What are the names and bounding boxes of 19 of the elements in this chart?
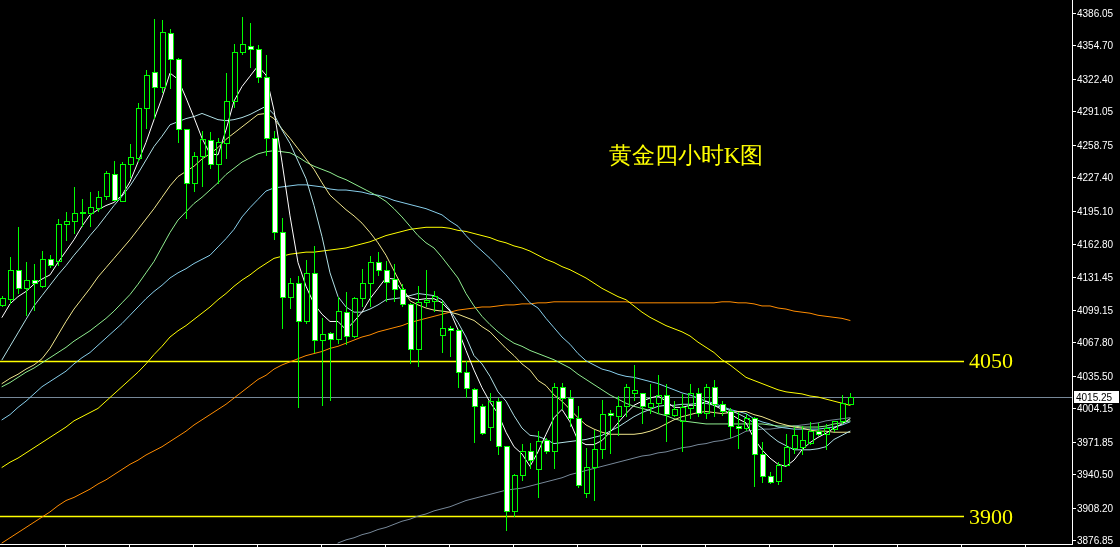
y-tick-label: 3940.50 bbox=[1077, 469, 1114, 480]
y-tick-label: 4067.80 bbox=[1077, 337, 1114, 348]
y-tick-label: 4291.05 bbox=[1077, 106, 1114, 117]
y-tick-label: 4035.50 bbox=[1077, 371, 1114, 382]
y-tick-label: 4354.70 bbox=[1077, 40, 1114, 51]
y-tick-label: 3971.85 bbox=[1077, 437, 1114, 448]
y-tick-label: 4131.45 bbox=[1077, 272, 1114, 283]
y-tick-label: 4195.10 bbox=[1077, 206, 1114, 217]
text: 黄金四小时K图 bbox=[608, 142, 764, 168]
y-tick-label: 4015.25 bbox=[1076, 392, 1113, 403]
y-tick-label: 4322.40 bbox=[1077, 74, 1114, 85]
y-tick-label: 4258.75 bbox=[1077, 140, 1114, 151]
y-tick-label: 3908.20 bbox=[1077, 503, 1114, 514]
y-tick-label: 3876.85 bbox=[1077, 535, 1114, 546]
y-tick-label: 4386.05 bbox=[1077, 8, 1114, 19]
y-tick-label: 4227.40 bbox=[1077, 172, 1114, 183]
y-tick-label: 4162.80 bbox=[1077, 239, 1114, 250]
y-tick-label: 4004.15 bbox=[1077, 403, 1114, 414]
y-tick-label: 4099.15 bbox=[1077, 305, 1114, 316]
